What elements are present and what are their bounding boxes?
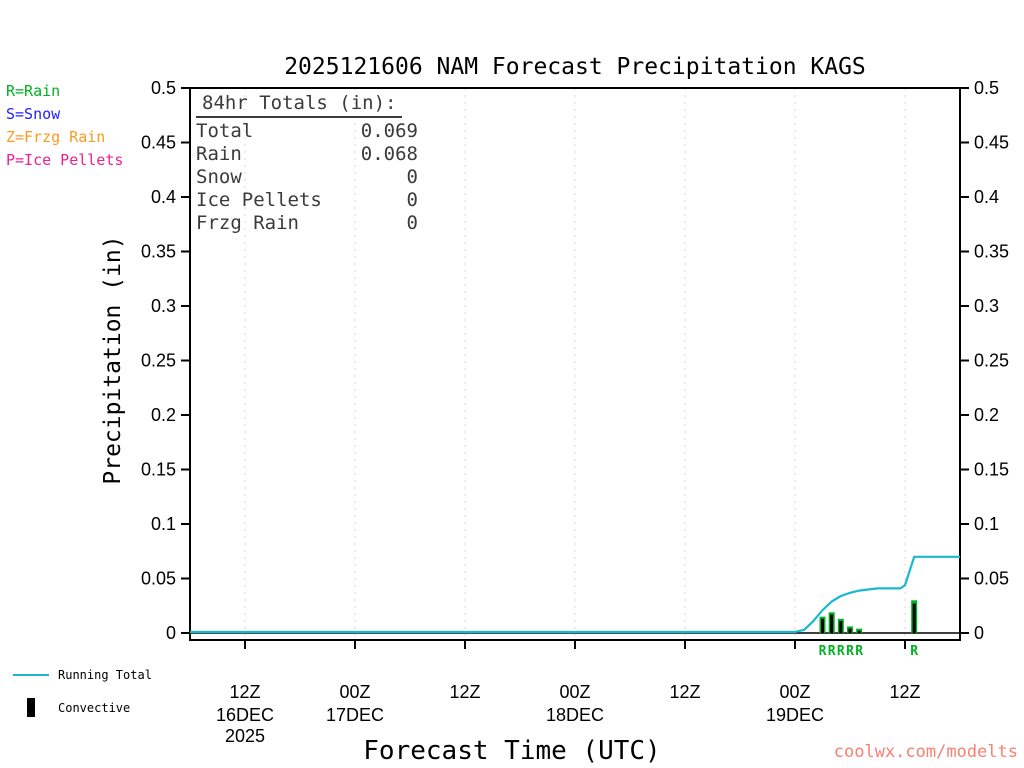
convective-bar <box>857 630 861 633</box>
running-total-legend-entry: Running Total <box>12 668 152 682</box>
totals-row: Total 0.069 <box>196 120 418 143</box>
x-tick-label: 12Z <box>229 682 260 702</box>
totals-row-label: Ice Pellets <box>196 189 322 211</box>
x-tick-label: 00Z <box>559 682 590 702</box>
y-tick-label-right: 0.1 <box>974 514 999 534</box>
x-tick-year: 2025 <box>225 726 265 746</box>
totals-row-value: 0 <box>406 189 418 211</box>
x-tick-date: 17DEC <box>326 705 384 725</box>
convective-bar <box>830 614 834 633</box>
convective-label: Convective <box>58 700 131 715</box>
precip-type-letter: R <box>828 644 836 659</box>
precip-type-letter: R <box>819 644 827 659</box>
precip-type-legend: R=Rain S=Snow Z=Frzg Rain P=Ice Pellets <box>6 80 123 172</box>
y-tick-label-left: 0.4 <box>151 187 176 207</box>
legend-item-snow: S=Snow <box>6 105 61 123</box>
y-tick-label-left: 0.45 <box>141 133 176 153</box>
x-tick-date: 16DEC <box>216 705 274 725</box>
x-axis-label: Forecast Time (UTC) <box>363 736 661 766</box>
totals-row-value: 0.068 <box>360 143 418 165</box>
x-tick-date: 19DEC <box>766 705 824 725</box>
totals-row-label: Snow <box>196 166 242 188</box>
y-tick-label-right: 0 <box>974 623 984 643</box>
x-tick-label: 12Z <box>449 682 480 702</box>
y-tick-label-right: 0.25 <box>974 351 1009 371</box>
totals-header: 84hr Totals (in): <box>196 92 403 118</box>
precip-type-letter: R <box>837 644 845 659</box>
y-tick-label-right: 0.15 <box>974 460 1009 480</box>
convective-bar <box>821 618 824 633</box>
y-tick-label-right: 0.3 <box>974 296 999 316</box>
y-tick-label-right: 0.45 <box>974 133 1009 153</box>
series-legend: Running Total Convective <box>12 668 152 733</box>
running-total-label: Running Total <box>58 668 152 682</box>
x-tick-label: 12Z <box>889 682 920 702</box>
x-tick-date: 18DEC <box>546 705 604 725</box>
totals-row-label: Rain <box>196 143 242 165</box>
precip-type-letter: R <box>910 644 918 659</box>
running-total-line-swatch <box>13 674 49 676</box>
x-tick-label: 12Z <box>669 682 700 702</box>
x-tick-label: 00Z <box>339 682 370 702</box>
y-tick-label-left: 0.05 <box>141 569 176 589</box>
totals-row-label: Frzg Rain <box>196 212 299 234</box>
y-axis-label: Precipitation (in) <box>100 235 126 485</box>
y-tick-label-left: 0 <box>166 623 176 643</box>
convective-swatch-box <box>12 698 50 717</box>
y-tick-label-right: 0.05 <box>974 569 1009 589</box>
totals-row-value: 0 <box>406 166 418 188</box>
y-tick-label-right: 0.35 <box>974 242 1009 262</box>
y-tick-label-left: 0.2 <box>151 405 176 425</box>
running-total-line <box>190 555 960 634</box>
totals-row-value: 0 <box>406 212 418 234</box>
convective-bar-swatch <box>27 698 35 717</box>
y-tick-label-left: 0.5 <box>151 78 176 98</box>
precip-type-letter: R <box>855 644 863 659</box>
y-tick-label-right: 0.2 <box>974 405 999 425</box>
totals-row-label: Total <box>196 120 254 142</box>
legend-item-ice-pellets: P=Ice Pellets <box>6 151 124 169</box>
convective-bar <box>839 621 843 633</box>
y-tick-label-left: 0.15 <box>141 460 176 480</box>
y-tick-label-right: 0.5 <box>974 78 999 98</box>
totals-row: Rain 0.068 <box>196 143 418 166</box>
totals-row-value: 0.069 <box>360 120 418 142</box>
y-tick-label-left: 0.25 <box>141 351 176 371</box>
running-total-swatch-box <box>12 674 50 676</box>
y-tick-label-left: 0.3 <box>151 296 176 316</box>
totals-row: Snow 0 <box>196 166 418 189</box>
legend-item-frzg-rain: Z=Frzg Rain <box>6 128 106 146</box>
convective-bar <box>848 628 852 633</box>
totals-box: 84hr Totals (in): Total 0.069 Rain 0.068… <box>196 92 418 235</box>
chart-title: 2025121606 NAM Forecast Precipitation KA… <box>284 54 866 80</box>
x-tick-label: 00Z <box>779 682 810 702</box>
site-credit: coolwx.com/modelts <box>833 742 1018 762</box>
y-tick-label-left: 0.1 <box>151 514 176 534</box>
convective-legend-entry: Convective <box>12 698 152 717</box>
precip-type-letter: R <box>846 644 854 659</box>
y-tick-label-right: 0.4 <box>974 187 999 207</box>
convective-bar <box>912 603 916 633</box>
totals-row: Ice Pellets 0 <box>196 189 418 212</box>
totals-row: Frzg Rain 0 <box>196 212 418 235</box>
legend-item-rain: R=Rain <box>6 82 61 100</box>
y-tick-label-left: 0.35 <box>141 242 176 262</box>
